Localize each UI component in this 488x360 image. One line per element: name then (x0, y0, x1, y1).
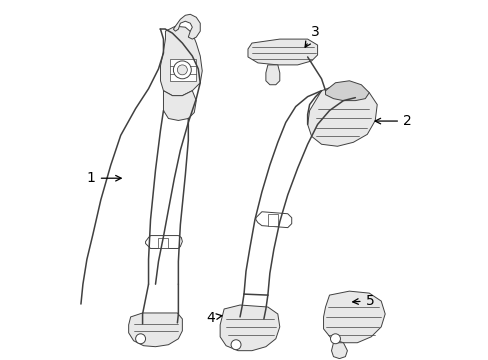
Circle shape (173, 61, 191, 79)
Polygon shape (307, 85, 376, 146)
Polygon shape (163, 91, 196, 121)
Circle shape (135, 334, 145, 344)
Polygon shape (325, 81, 368, 100)
Polygon shape (331, 343, 346, 359)
Polygon shape (170, 59, 196, 81)
Polygon shape (220, 305, 279, 351)
Polygon shape (128, 313, 182, 347)
Text: 2: 2 (374, 114, 411, 128)
Polygon shape (160, 26, 202, 96)
Polygon shape (173, 14, 200, 39)
Polygon shape (323, 291, 385, 343)
Text: 5: 5 (352, 294, 373, 308)
Circle shape (330, 334, 340, 344)
Text: 3: 3 (305, 25, 319, 47)
Polygon shape (145, 235, 182, 248)
Text: 4: 4 (205, 311, 222, 324)
Polygon shape (267, 214, 277, 226)
Circle shape (231, 340, 241, 350)
Polygon shape (265, 65, 279, 85)
Polygon shape (255, 212, 291, 228)
Polygon shape (158, 238, 168, 248)
Text: 1: 1 (87, 171, 121, 185)
Circle shape (177, 65, 187, 75)
Polygon shape (247, 39, 317, 65)
